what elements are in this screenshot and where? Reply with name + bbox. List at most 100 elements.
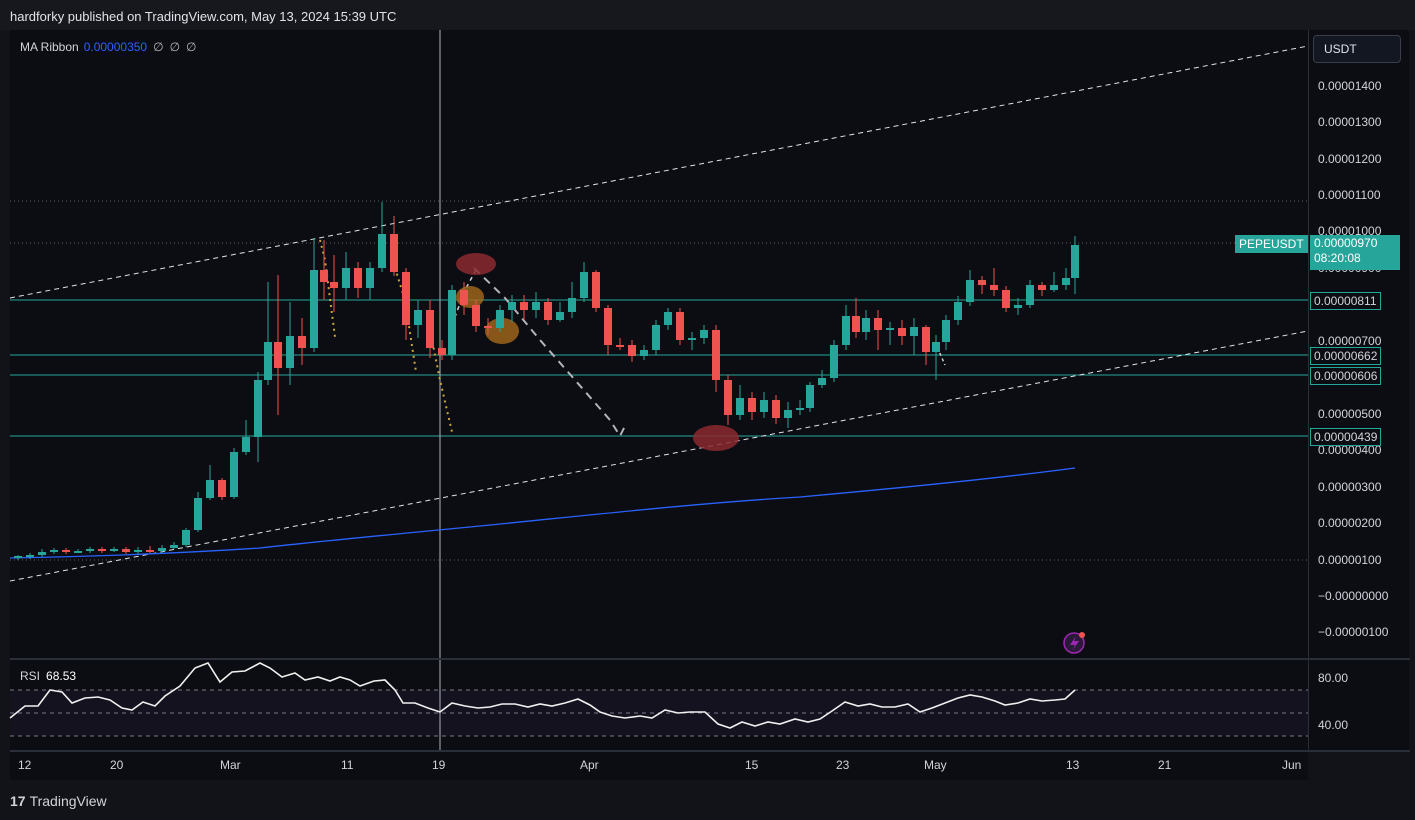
candle-body: [230, 452, 238, 497]
candle-body: [50, 550, 58, 552]
candle-body: [134, 550, 142, 552]
candle-body: [330, 282, 338, 288]
candle-body: [426, 310, 434, 348]
indicator-extra-2: ∅: [169, 40, 181, 54]
projection-path: [473, 267, 627, 439]
publish-title: hardforky published on TradingView.com, …: [10, 9, 397, 24]
highlight-red-2: [693, 425, 739, 451]
candle-body: [194, 498, 202, 530]
highlight-orange-2: [485, 318, 519, 344]
candle-body: [1014, 305, 1022, 308]
ma-ribbon-legend[interactable]: MA Ribbon 0.00000350 ∅ ∅ ∅: [20, 40, 196, 54]
notification-dot: [1079, 632, 1085, 638]
candle-body: [862, 318, 870, 332]
candle-body: [628, 345, 636, 356]
candle-body: [1050, 285, 1058, 290]
time-axis[interactable]: [10, 752, 1308, 780]
rsi-tick: 40.00: [1318, 718, 1349, 732]
candle-body: [1002, 290, 1010, 308]
candle-body: [366, 268, 374, 288]
candle-body: [158, 548, 166, 551]
candle-body: [508, 302, 516, 310]
candle-body: [472, 305, 480, 326]
candle-body: [414, 310, 422, 325]
candle-body: [592, 272, 600, 308]
candle-body: [842, 316, 850, 345]
candle-body: [448, 290, 456, 355]
candle-body: [242, 437, 250, 452]
candle-body: [898, 328, 906, 336]
footer-bar: [0, 782, 1415, 820]
price-tick: 0.00001200: [1318, 152, 1382, 166]
candle-body: [342, 268, 350, 288]
tradingview-logo[interactable]: 17 TradingView: [10, 793, 107, 809]
candle-body: [760, 400, 768, 412]
candle-body: [932, 342, 940, 352]
price-tick: 0.00001400: [1318, 79, 1382, 93]
time-tick: Mar: [220, 758, 241, 772]
candle-body: [922, 327, 930, 352]
candle-body: [724, 380, 732, 415]
candle-body: [652, 325, 660, 350]
candle-body: [772, 400, 780, 418]
price-tick: −0.00000100: [1318, 625, 1389, 639]
candle-body: [274, 342, 282, 368]
candle-body: [378, 234, 386, 268]
channel-lower-line: [9, 330, 1309, 582]
candle-body: [170, 545, 178, 548]
pane-divider[interactable]: [10, 658, 1410, 660]
currency-button[interactable]: USDT: [1313, 35, 1401, 63]
candle-body: [110, 549, 118, 551]
candle-body: [966, 280, 974, 302]
candle-body: [712, 330, 720, 380]
candle-body: [1038, 285, 1046, 290]
price-tick: 0.00000700: [1318, 334, 1382, 348]
candle-body: [182, 530, 190, 545]
candle-body: [438, 348, 446, 355]
candle-body: [688, 338, 696, 340]
candle-body: [748, 398, 756, 412]
candle-body: [532, 302, 540, 310]
candle-body: [1062, 278, 1070, 285]
candle-body: [520, 302, 528, 310]
candle-body: [736, 398, 744, 415]
candle-body: [460, 290, 468, 305]
lightning-bolt: [1070, 636, 1079, 651]
current-price-tag: 0.00000970 08:20:08: [1310, 235, 1400, 270]
candle-body: [62, 550, 70, 552]
candle-body: [86, 549, 94, 551]
time-tick: 15: [745, 758, 759, 772]
candle-body: [818, 378, 826, 385]
time-tick: 13: [1066, 758, 1080, 772]
time-tick: May: [924, 758, 947, 772]
candle-body: [402, 272, 410, 325]
candle-body: [484, 326, 492, 328]
time-tick: 11: [341, 758, 354, 772]
candle-body: [496, 310, 504, 328]
candle-body: [990, 285, 998, 290]
ma-line: [9, 467, 1076, 559]
time-tick: 12: [18, 758, 32, 772]
rsi-pane[interactable]: [10, 660, 1308, 750]
candle-body: [556, 312, 564, 320]
symbol-tag: PEPEUSDT: [1235, 235, 1308, 253]
candle-body: [298, 336, 306, 348]
tradingview-mark-icon: 17: [10, 793, 26, 809]
indicator-name: MA Ribbon: [20, 40, 79, 54]
candle-body: [604, 308, 612, 345]
candle-body: [264, 342, 272, 380]
indicator-extra-3: ∅: [186, 40, 197, 54]
candle-body: [580, 272, 588, 298]
projection-tail: [934, 341, 946, 366]
candle-body: [664, 312, 672, 325]
current-price: 0.00000970: [1314, 236, 1378, 250]
time-tick: 23: [836, 758, 850, 772]
rsi-legend[interactable]: RSI 68.53: [20, 669, 77, 683]
candle-body: [784, 410, 792, 418]
channel-upper-line: [9, 45, 1309, 299]
candle-body: [796, 408, 804, 410]
candle-body: [852, 316, 860, 332]
candle-body: [640, 350, 648, 356]
price-axis[interactable]: [1308, 30, 1409, 750]
